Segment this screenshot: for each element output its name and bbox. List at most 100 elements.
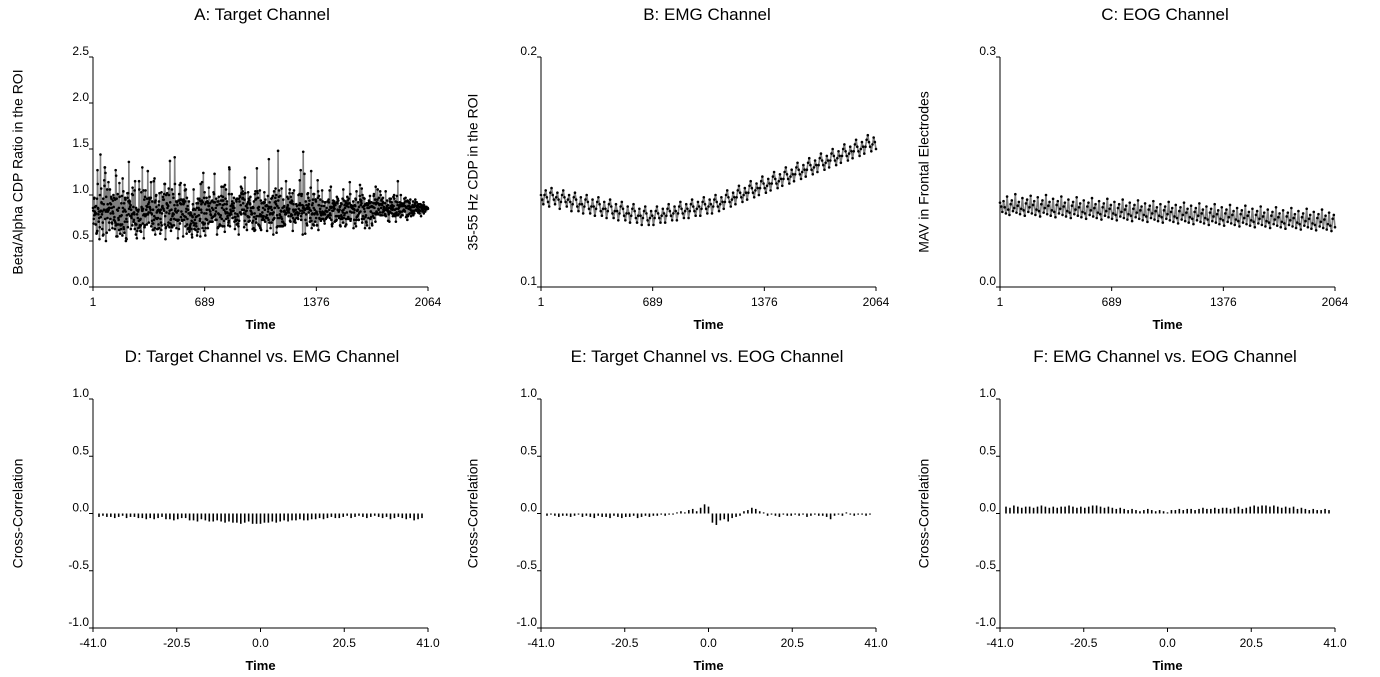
data-point xyxy=(320,189,324,192)
data-point xyxy=(1137,217,1141,221)
bar xyxy=(306,513,309,521)
data-point xyxy=(1294,226,1298,230)
bar xyxy=(1064,506,1066,514)
data-point xyxy=(370,201,373,204)
data-point xyxy=(117,228,121,232)
data-point xyxy=(648,216,652,220)
data-point xyxy=(1016,204,1019,208)
data-point xyxy=(1121,198,1124,201)
bar xyxy=(121,513,124,516)
data-point xyxy=(214,206,218,210)
data-point xyxy=(714,193,717,197)
bar xyxy=(1017,506,1019,514)
data-point xyxy=(101,197,105,200)
data-point xyxy=(846,159,850,162)
data-point xyxy=(170,188,174,191)
bar xyxy=(1083,507,1086,514)
data-point xyxy=(121,234,124,237)
data-point xyxy=(602,200,606,204)
y-tick-label: -0.5 xyxy=(975,558,996,572)
data-point xyxy=(762,182,765,185)
data-point xyxy=(613,209,617,213)
data-point xyxy=(775,182,778,185)
data-point xyxy=(148,198,151,201)
data-point xyxy=(122,201,126,205)
data-point xyxy=(139,217,142,221)
bar xyxy=(224,513,226,523)
bar xyxy=(1198,508,1200,514)
data-point xyxy=(273,206,277,210)
data-point xyxy=(263,190,266,194)
data-point xyxy=(1070,204,1074,208)
data-point xyxy=(750,186,754,190)
y-axis-label: MAV in Frontal Electrodes xyxy=(916,91,932,253)
data-point xyxy=(328,208,331,212)
data-point xyxy=(1129,214,1133,217)
bar xyxy=(373,513,376,516)
data-point xyxy=(1029,194,1032,198)
panel-e: E: Target Channel vs. EOG ChannelCross-C… xyxy=(465,347,888,673)
bar xyxy=(829,513,832,520)
data-point xyxy=(277,206,280,210)
bar xyxy=(192,513,195,521)
data-point xyxy=(316,213,319,216)
data-point xyxy=(1023,214,1027,217)
data-point xyxy=(274,200,278,203)
data-point xyxy=(308,199,311,202)
data-point xyxy=(263,220,267,223)
x-axis-label: Time xyxy=(245,317,275,332)
data-point xyxy=(690,198,694,201)
data-point xyxy=(422,212,426,215)
data-point xyxy=(660,214,663,217)
bar xyxy=(141,513,144,519)
data-point xyxy=(187,200,191,203)
data-point xyxy=(141,222,145,225)
bar xyxy=(369,513,372,517)
data-point xyxy=(346,195,349,199)
bar xyxy=(573,513,576,516)
bar xyxy=(778,513,781,517)
data-point xyxy=(208,195,211,199)
bar xyxy=(1135,510,1137,514)
data-point xyxy=(829,159,832,162)
data-point xyxy=(1128,201,1132,204)
data-point xyxy=(121,177,124,180)
data-point xyxy=(1004,212,1008,215)
y-tick-label: 1.0 xyxy=(72,386,89,400)
bar xyxy=(1024,506,1027,514)
bar xyxy=(758,511,761,514)
data-point xyxy=(1047,204,1050,208)
data-point xyxy=(342,216,346,220)
data-point xyxy=(98,193,102,197)
data-point xyxy=(1249,219,1253,222)
data-point xyxy=(267,218,270,222)
data-point xyxy=(1159,202,1162,206)
bar xyxy=(581,513,584,517)
data-point xyxy=(694,214,697,217)
data-point xyxy=(784,166,788,169)
data-point xyxy=(122,190,125,193)
data-point xyxy=(102,202,106,206)
data-point xyxy=(543,193,546,197)
data-point xyxy=(1278,212,1281,215)
data-point xyxy=(684,202,688,206)
data-point xyxy=(164,225,168,229)
data-point xyxy=(834,163,838,167)
data-point xyxy=(847,152,851,155)
data-point xyxy=(94,223,98,226)
bar xyxy=(145,513,148,520)
data-point xyxy=(824,161,827,165)
data-point xyxy=(1196,214,1200,217)
data-point xyxy=(606,209,610,213)
data-point xyxy=(867,140,871,144)
bar xyxy=(747,510,749,514)
data-point xyxy=(1205,205,1208,208)
bar xyxy=(1249,506,1252,514)
data-point xyxy=(365,224,369,227)
data-point xyxy=(1100,218,1103,221)
data-point xyxy=(364,213,368,217)
data-point xyxy=(1055,203,1058,207)
data-point xyxy=(1120,210,1123,214)
data-point xyxy=(224,197,227,200)
data-point xyxy=(348,192,352,196)
